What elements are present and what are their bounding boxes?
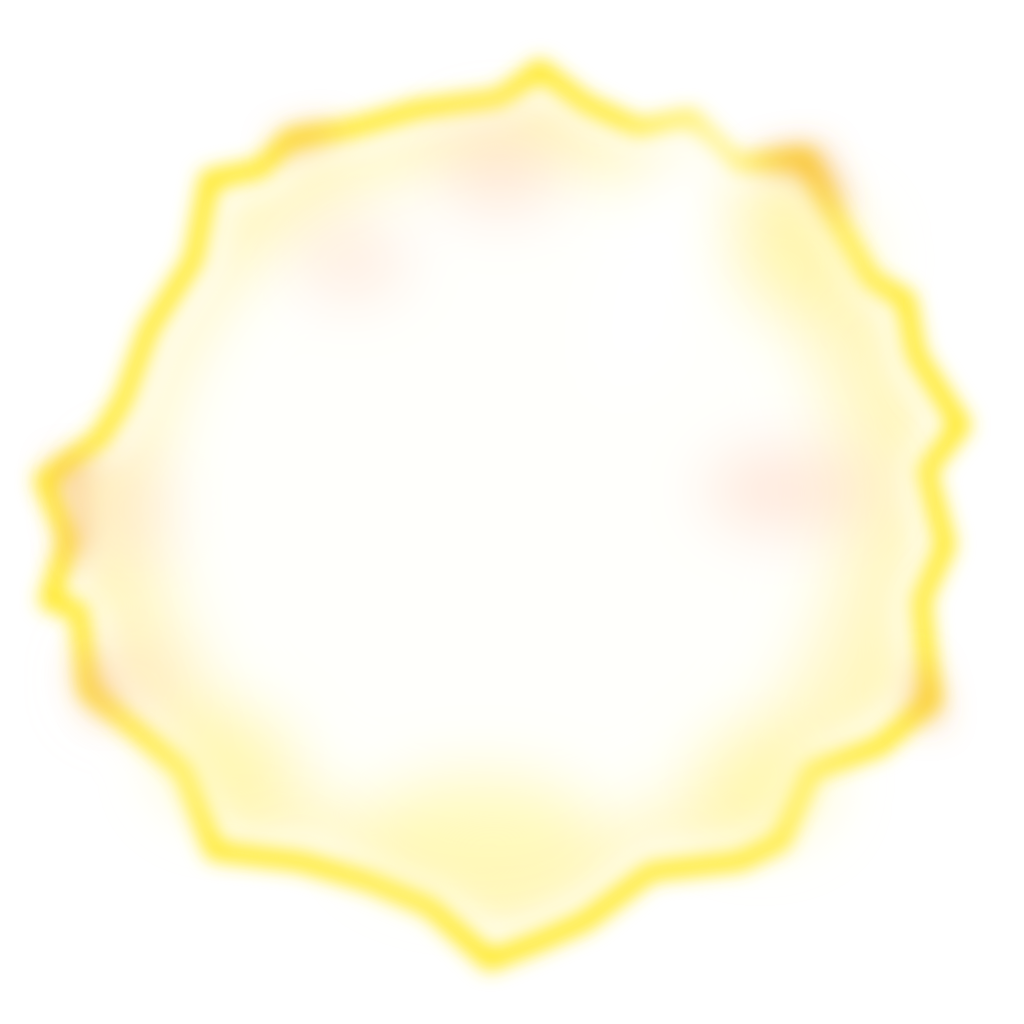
orange-accent-lower-right (906, 667, 939, 723)
yellow-haze-upper-right (730, 200, 870, 320)
blush-top-center (440, 125, 560, 215)
orange-accent-right (758, 148, 845, 220)
burst-inner-glow (85, 117, 875, 890)
blush-lower-left (85, 645, 175, 715)
yellow-haze-lower-right (690, 720, 830, 840)
blush-upper-left (295, 220, 405, 300)
white-streak (587, 117, 733, 403)
yellow-haze-lower-left (160, 705, 300, 815)
blush-right (705, 445, 875, 535)
orange-accent-top (277, 128, 333, 157)
burst-edge-yellow (34, 59, 971, 971)
yellow-haze-lower (360, 770, 600, 890)
burst-edge (34, 59, 971, 971)
blush-left (90, 455, 170, 565)
